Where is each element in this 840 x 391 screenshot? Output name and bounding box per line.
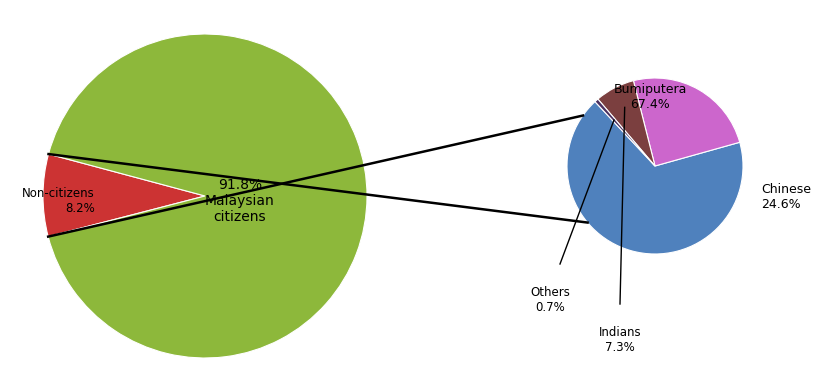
Text: 91.8%
Malaysian
citizens: 91.8% Malaysian citizens bbox=[205, 178, 275, 224]
Wedge shape bbox=[48, 34, 367, 358]
Wedge shape bbox=[43, 154, 205, 237]
Wedge shape bbox=[595, 99, 655, 166]
Text: Others
0.7%: Others 0.7% bbox=[530, 286, 570, 314]
Text: Non-citizens
8.2%: Non-citizens 8.2% bbox=[22, 187, 95, 215]
Wedge shape bbox=[633, 78, 740, 166]
Text: Indians
7.3%: Indians 7.3% bbox=[599, 326, 641, 354]
Text: Chinese
24.6%: Chinese 24.6% bbox=[761, 183, 811, 211]
Wedge shape bbox=[567, 102, 743, 254]
Text: Bumiputera
67.4%: Bumiputera 67.4% bbox=[613, 83, 686, 111]
Wedge shape bbox=[598, 81, 655, 166]
